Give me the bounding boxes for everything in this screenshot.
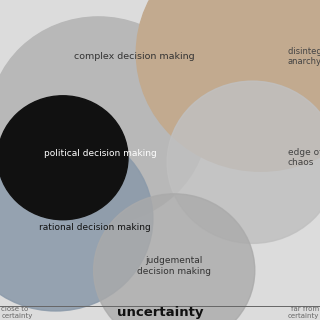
Circle shape (167, 81, 320, 244)
Text: close to
certainty: close to certainty (1, 306, 33, 319)
Text: edge of
chaos: edge of chaos (288, 148, 320, 167)
Text: uncertainty: uncertainty (117, 306, 203, 319)
Text: far from
certainty: far from certainty (287, 306, 319, 319)
Text: disintegration /
anarchy: disintegration / anarchy (288, 47, 320, 66)
Circle shape (0, 96, 128, 220)
Circle shape (136, 0, 320, 171)
Circle shape (0, 126, 153, 311)
Circle shape (94, 194, 255, 320)
Text: complex decision making: complex decision making (74, 52, 194, 61)
Text: political decision making: political decision making (44, 149, 156, 158)
Text: judgemental
decision making: judgemental decision making (137, 256, 211, 276)
Circle shape (0, 17, 207, 224)
Text: rational decision making: rational decision making (39, 223, 151, 232)
